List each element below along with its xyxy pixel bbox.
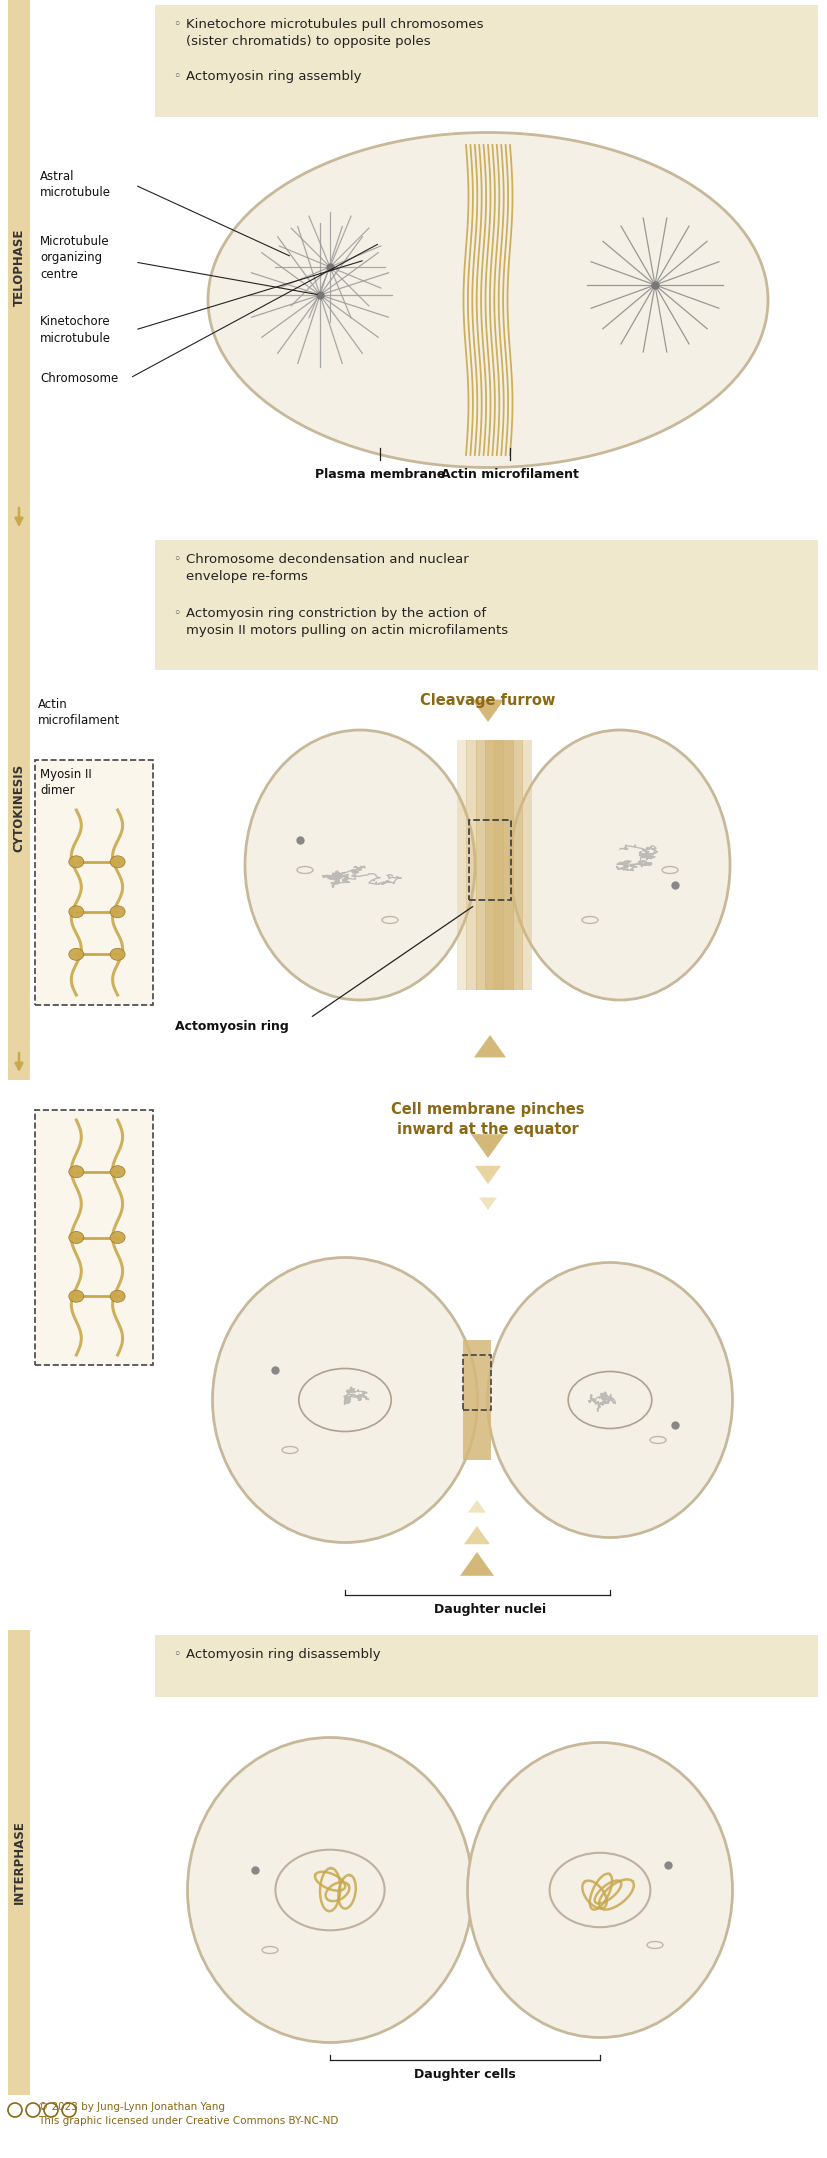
Text: INTERPHASE: INTERPHASE xyxy=(12,1821,26,1903)
Bar xyxy=(155,540,818,669)
Text: Microtubule
organizing
centre: Microtubule organizing centre xyxy=(40,235,110,281)
Text: Actin microfilament: Actin microfilament xyxy=(441,468,579,481)
Ellipse shape xyxy=(110,947,125,960)
Ellipse shape xyxy=(208,132,768,468)
Polygon shape xyxy=(474,1036,506,1057)
Ellipse shape xyxy=(487,1262,733,1536)
Text: Cell membrane pinches
inward at the equator: Cell membrane pinches inward at the equa… xyxy=(391,1103,585,1137)
Ellipse shape xyxy=(69,947,84,960)
Bar xyxy=(463,1355,491,1409)
Bar xyxy=(155,1636,818,1696)
Bar xyxy=(485,740,495,991)
Bar xyxy=(504,740,514,991)
Ellipse shape xyxy=(110,857,125,868)
Ellipse shape xyxy=(188,1737,472,2041)
Bar xyxy=(8,1629,30,2095)
Bar xyxy=(463,1340,491,1461)
Text: Cleavage furrow: Cleavage furrow xyxy=(420,693,556,708)
Ellipse shape xyxy=(110,1290,125,1301)
Ellipse shape xyxy=(110,906,125,917)
Bar xyxy=(466,740,476,991)
Ellipse shape xyxy=(69,1232,84,1243)
Text: Daughter cells: Daughter cells xyxy=(414,2067,516,2080)
Text: ◦: ◦ xyxy=(173,552,180,565)
Text: ◦: ◦ xyxy=(173,17,180,30)
Polygon shape xyxy=(471,1135,505,1159)
Bar xyxy=(35,1109,153,1366)
Text: Actin
microfilament: Actin microfilament xyxy=(38,697,120,727)
Polygon shape xyxy=(468,1500,486,1513)
Polygon shape xyxy=(472,699,504,723)
Text: Plasma membrane: Plasma membrane xyxy=(315,468,445,481)
Polygon shape xyxy=(479,1198,497,1211)
Text: Myosin II
dimer: Myosin II dimer xyxy=(40,768,92,798)
Text: Actomyosin ring disassembly: Actomyosin ring disassembly xyxy=(186,1649,380,1662)
Text: Chromosome decondensation and nuclear
envelope re-forms: Chromosome decondensation and nuclear en… xyxy=(186,552,469,583)
Bar xyxy=(476,740,485,991)
Text: ◦: ◦ xyxy=(173,69,180,82)
Bar xyxy=(35,760,153,1006)
Ellipse shape xyxy=(467,1742,733,2037)
Ellipse shape xyxy=(69,906,84,917)
Text: Kinetochore
microtubule: Kinetochore microtubule xyxy=(40,315,111,345)
Bar xyxy=(495,740,504,991)
Bar xyxy=(8,0,30,535)
Bar xyxy=(469,820,511,900)
Ellipse shape xyxy=(245,729,475,999)
Ellipse shape xyxy=(510,729,730,999)
Text: © 2023 by Jung-Lynn Jonathan Yang
This graphic licensed under Creative Commons B: © 2023 by Jung-Lynn Jonathan Yang This g… xyxy=(38,2102,338,2126)
Text: ◦: ◦ xyxy=(173,606,180,619)
Text: Astral
microtubule: Astral microtubule xyxy=(40,170,111,199)
Bar xyxy=(457,740,467,991)
Text: TELOPHASE: TELOPHASE xyxy=(12,229,26,306)
Ellipse shape xyxy=(69,857,84,868)
Text: Actomyosin ring: Actomyosin ring xyxy=(175,1021,289,1034)
Ellipse shape xyxy=(69,1165,84,1178)
Ellipse shape xyxy=(110,1232,125,1243)
Polygon shape xyxy=(460,1552,494,1575)
Bar xyxy=(522,740,533,991)
Polygon shape xyxy=(464,1526,490,1545)
Ellipse shape xyxy=(69,1290,84,1301)
Text: Actomyosin ring constriction by the action of
myosin II motors pulling on actin : Actomyosin ring constriction by the acti… xyxy=(186,606,508,637)
Text: Daughter nuclei: Daughter nuclei xyxy=(434,1603,546,1616)
Bar xyxy=(513,740,523,991)
Bar xyxy=(155,4,818,117)
Ellipse shape xyxy=(213,1258,477,1543)
Text: Actomyosin ring assembly: Actomyosin ring assembly xyxy=(186,69,361,82)
Text: Chromosome: Chromosome xyxy=(40,371,118,384)
Text: Kinetochore microtubules pull chromosomes
(sister chromatids) to opposite poles: Kinetochore microtubules pull chromosome… xyxy=(186,17,484,47)
Ellipse shape xyxy=(110,1165,125,1178)
Bar xyxy=(8,535,30,1079)
Polygon shape xyxy=(475,1165,501,1185)
Text: ◦: ◦ xyxy=(173,1649,180,1662)
Text: CYTOKINESIS: CYTOKINESIS xyxy=(12,764,26,852)
